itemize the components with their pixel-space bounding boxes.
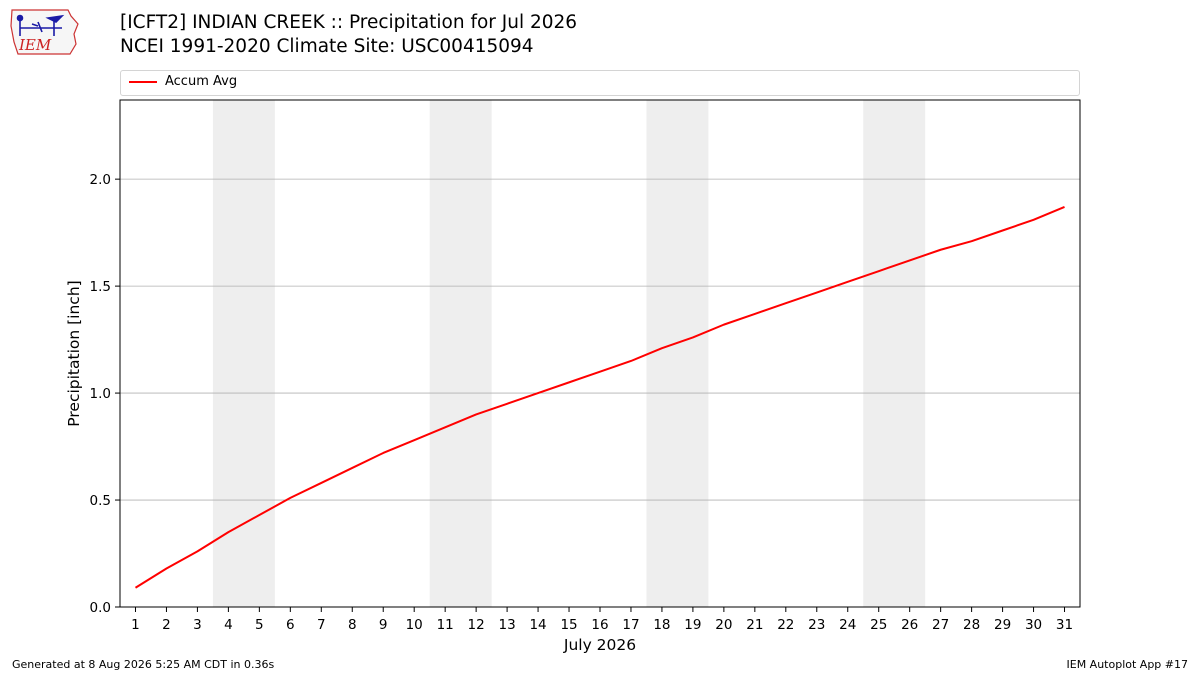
generated-timestamp: Generated at 8 Aug 2026 5:25 AM CDT in 0… <box>12 658 275 671</box>
y-tick-label-0: 0.0 <box>90 600 111 616</box>
weekend-bands <box>212 100 926 607</box>
legend-swatch-accum-avg <box>129 81 157 83</box>
y-tick-label-4: 2.0 <box>90 172 111 188</box>
x-tick-label-25: 26 <box>901 617 918 633</box>
x-tick-label-0: 1 <box>131 617 140 633</box>
app-credit: IEM Autoplot App #17 <box>1066 658 1189 671</box>
x-tick-label-27: 28 <box>963 617 980 633</box>
x-tick-label-29: 30 <box>1025 617 1042 633</box>
x-tick-label-5: 6 <box>286 617 295 633</box>
x-tick-label-26: 27 <box>932 617 949 633</box>
x-tick-label-15: 16 <box>591 617 608 633</box>
series-layer <box>134 206 1065 589</box>
x-axis-ticks: 1 2 3 4 5 6 7 8 9 10 11 12 13 14 15 16 17 18 19 20 21 22 23 24 2… <box>131 607 1073 633</box>
y-gridlines <box>120 178 1080 501</box>
weekend-band-3 <box>863 100 926 607</box>
x-tick-label-23: 24 <box>839 617 856 633</box>
x-tick-label-1: 2 <box>162 617 171 633</box>
x-tick-label-9: 10 <box>406 617 423 633</box>
x-tick-label-11: 12 <box>468 617 485 633</box>
chart-title: [ICFT2] INDIAN CREEK :: Precipitation fo… <box>120 12 578 33</box>
x-tick-label-10: 11 <box>437 617 454 633</box>
weather-station-icon <box>16 14 65 36</box>
y-tick-label-2: 1.0 <box>90 386 111 402</box>
x-tick-label-20: 21 <box>746 617 763 633</box>
chart-subtitle: NCEI 1991-2020 Climate Site: USC00415094 <box>120 36 534 57</box>
x-tick-label-22: 23 <box>808 617 825 633</box>
x-tick-label-2: 3 <box>193 617 202 633</box>
weekend-band-1 <box>429 100 492 607</box>
x-axis-label: July 2026 <box>563 636 636 654</box>
legend: Accum Avg <box>120 70 1080 96</box>
x-tick-label-16: 17 <box>622 617 639 633</box>
logo-text: IEM <box>18 36 52 54</box>
x-tick-label-3: 4 <box>224 617 233 633</box>
legend-label-accum-avg: Accum Avg <box>165 74 238 89</box>
x-tick-label-18: 19 <box>684 617 701 633</box>
x-tick-label-30: 31 <box>1056 617 1073 633</box>
x-tick-label-21: 22 <box>777 617 794 633</box>
weekend-band-2 <box>646 100 709 607</box>
x-tick-label-17: 18 <box>653 617 670 633</box>
x-tick-label-13: 14 <box>529 617 546 633</box>
x-tick-label-7: 8 <box>348 617 357 633</box>
iowa-state-outline <box>10 9 79 55</box>
x-tick-label-12: 13 <box>499 617 516 633</box>
iem-logo: IEM <box>10 9 79 55</box>
y-tick-label-3: 1.5 <box>90 279 111 295</box>
y-axis-ticks: 0.0 0.5 1.0 1.5 2.0 <box>90 172 120 616</box>
x-tick-label-14: 15 <box>560 617 577 633</box>
x-tick-label-4: 5 <box>255 617 264 633</box>
y-axis-label: Precipitation [inch] <box>65 280 83 426</box>
x-tick-label-24: 25 <box>870 617 887 633</box>
x-tick-label-8: 9 <box>379 617 388 633</box>
y-tick-label-1: 0.5 <box>90 493 111 509</box>
weekend-band-0 <box>212 100 275 607</box>
series-line-accum-avg <box>134 206 1065 589</box>
x-tick-label-19: 20 <box>715 617 732 633</box>
x-tick-label-6: 7 <box>317 617 326 633</box>
x-tick-label-28: 29 <box>994 617 1011 633</box>
